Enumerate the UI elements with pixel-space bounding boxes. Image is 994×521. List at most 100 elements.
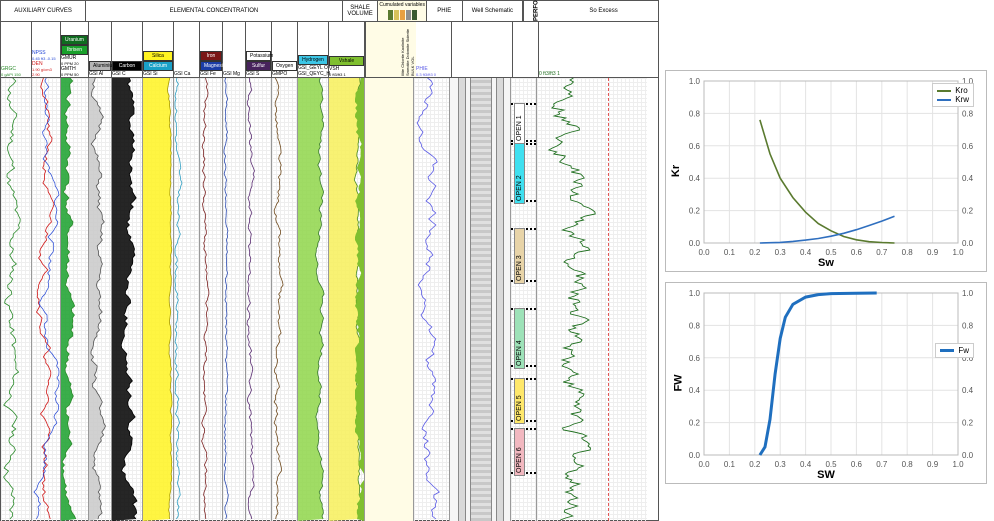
- lbl-gsimg: GSI Mg: [223, 71, 245, 77]
- track-schematic: [450, 78, 511, 521]
- sub-al: Aluminium GSI Al: [89, 22, 112, 77]
- svg-text:1.0: 1.0: [689, 289, 701, 298]
- svg-text:0.6: 0.6: [851, 460, 863, 469]
- track-s: [246, 78, 272, 521]
- legend-fw: Fw: [958, 346, 969, 355]
- svg-text:0.0: 0.0: [962, 451, 974, 460]
- svg-text:0.4: 0.4: [962, 174, 974, 183]
- hdr-phie: PHIE: [427, 1, 463, 21]
- kr-chart: 0.00.10.20.30.40.50.60.70.80.91.00.00.00…: [665, 70, 987, 272]
- svg-text:0.8: 0.8: [962, 109, 974, 118]
- svg-text:0.2: 0.2: [962, 207, 974, 216]
- track-grgc: [1, 78, 32, 521]
- svg-text:0.8: 0.8: [689, 109, 701, 118]
- svg-text:0.5: 0.5: [825, 460, 837, 469]
- track-gmpo: [272, 78, 298, 521]
- badge-uranium: Uranium: [61, 35, 88, 45]
- root: AUXILIARY CURVES ELEMENTAL CONCENTRATION…: [0, 0, 994, 519]
- track-al: [89, 78, 112, 521]
- sub-grgc: GRGC 0 gAPI 150: [1, 22, 32, 77]
- track-mg: [223, 78, 246, 521]
- track-den: [32, 78, 61, 521]
- svg-text:0.0: 0.0: [698, 248, 710, 257]
- svg-text:0.4: 0.4: [800, 248, 812, 257]
- lbl-qeyc: GSI_QEYC_H: [298, 71, 328, 77]
- badge-si: Silica: [143, 51, 173, 61]
- svg-text:1.0: 1.0: [952, 460, 964, 469]
- lbl-gsica: GSI Ca: [174, 71, 199, 77]
- svg-text:0.2: 0.2: [689, 207, 701, 216]
- badge-ibrisen: Ibrisen: [61, 45, 88, 55]
- badge-k: Potassium: [246, 51, 271, 61]
- svg-text:0.2: 0.2: [749, 460, 761, 469]
- perfo-open-6: OPEN 6: [514, 428, 525, 476]
- lbl-gsisi: GSI Si: [143, 71, 173, 77]
- svg-text:0.9: 0.9: [927, 248, 939, 257]
- charts-panel: 0.00.10.20.30.40.50.60.70.80.91.00.00.00…: [665, 0, 994, 519]
- svg-text:0.7: 0.7: [876, 248, 888, 257]
- kr-ylabel: Kr: [670, 165, 682, 177]
- perfo-open-5: OPEN 5: [514, 378, 525, 424]
- sub-gmpo: Oxygen GMPO: [272, 22, 298, 77]
- lbl-gsic: GSI C: [112, 71, 142, 77]
- sub-sch: [452, 22, 513, 77]
- hdr-sch: Well Schematic: [463, 1, 523, 21]
- svg-text:0.0: 0.0: [962, 239, 974, 248]
- track-cum: [365, 78, 414, 521]
- sub-den: NPSS 0.45 ft3 -0.15 DEN 1.90 g/cm3 2.90: [32, 22, 61, 77]
- svg-text:0.2: 0.2: [962, 419, 974, 428]
- sub-s: Potassium Sulfur GSI S: [246, 22, 272, 77]
- svg-text:0.4: 0.4: [689, 174, 701, 183]
- svg-text:0.1: 0.1: [724, 248, 736, 257]
- svg-text:0.7: 0.7: [876, 460, 888, 469]
- fw-legend: Fw: [935, 343, 974, 358]
- fw-ylabel: FW: [673, 374, 685, 391]
- svg-text:0.6: 0.6: [962, 142, 974, 151]
- track-si: [143, 78, 174, 521]
- svg-text:0.0: 0.0: [689, 239, 701, 248]
- svg-text:0.8: 0.8: [689, 321, 701, 330]
- perfo-open-2: OPEN 2: [514, 143, 525, 204]
- svg-text:0.0: 0.0: [689, 451, 701, 460]
- svg-text:0.4: 0.4: [800, 460, 812, 469]
- track-body: OPEN 1OPEN 2OPEN 3OPEN 4OPEN 5OPEN 6: [1, 78, 658, 521]
- badge-mg: Magnesium: [200, 61, 222, 71]
- perfo-open-4: OPEN 4: [514, 308, 525, 369]
- legend-kro: Kro: [955, 86, 967, 95]
- header-row-groups: AUXILIARY CURVES ELEMENTAL CONCENTRATION…: [1, 1, 658, 22]
- svg-text:0.6: 0.6: [851, 248, 863, 257]
- lbl-gmpo: GMPO: [272, 71, 297, 77]
- track-fe: [200, 78, 223, 521]
- log-composite: AUXILIARY CURVES ELEMENTAL CONCENTRATION…: [0, 0, 659, 521]
- badge-vsh: Vshale: [329, 56, 364, 66]
- track-so-excess: [537, 78, 647, 521]
- fw-xlabel: SW: [817, 469, 835, 481]
- sub-geyl: Hydrogen GSI_GEYL O GSI_QEYC_H: [298, 22, 329, 77]
- badge-al: Aluminium: [89, 61, 111, 71]
- svg-text:0.9: 0.9: [927, 460, 939, 469]
- sub-fe: Iron Magnesium GSI Fe: [200, 22, 223, 77]
- svg-text:0.6: 0.6: [689, 354, 701, 363]
- badge-fe: Iron: [200, 51, 222, 61]
- lbl-so-scale: 0 ft3/ft3 1: [539, 71, 649, 77]
- hdr-elem: ELEMENTAL CONCENTRATION: [86, 1, 343, 21]
- badge-c: Carbon: [112, 61, 142, 71]
- badge-h: Hydrogen: [298, 55, 328, 65]
- badge-ca: Calcium: [143, 61, 173, 71]
- sub-c: Carbon GSI C: [112, 22, 143, 77]
- lbl-gsial: GSI Al: [89, 71, 111, 77]
- kr-legend: Kro Krw: [932, 83, 974, 107]
- svg-text:1.0: 1.0: [952, 248, 964, 257]
- sub-phie: PHIE 0.3 ft3/ft3 0: [416, 22, 452, 77]
- badge-o: Oxygen: [272, 61, 297, 71]
- svg-text:0.3: 0.3: [775, 460, 787, 469]
- track-ca: [174, 78, 200, 521]
- hdr-cum: Cumulated variables: [378, 1, 427, 21]
- track-vsh: [329, 78, 365, 521]
- svg-text:0.1: 0.1: [724, 460, 736, 469]
- svg-text:0.3: 0.3: [775, 248, 787, 257]
- svg-text:0.4: 0.4: [962, 386, 974, 395]
- svg-text:0.2: 0.2: [689, 419, 701, 428]
- svg-text:0.4: 0.4: [689, 386, 701, 395]
- track-phie: [414, 78, 450, 521]
